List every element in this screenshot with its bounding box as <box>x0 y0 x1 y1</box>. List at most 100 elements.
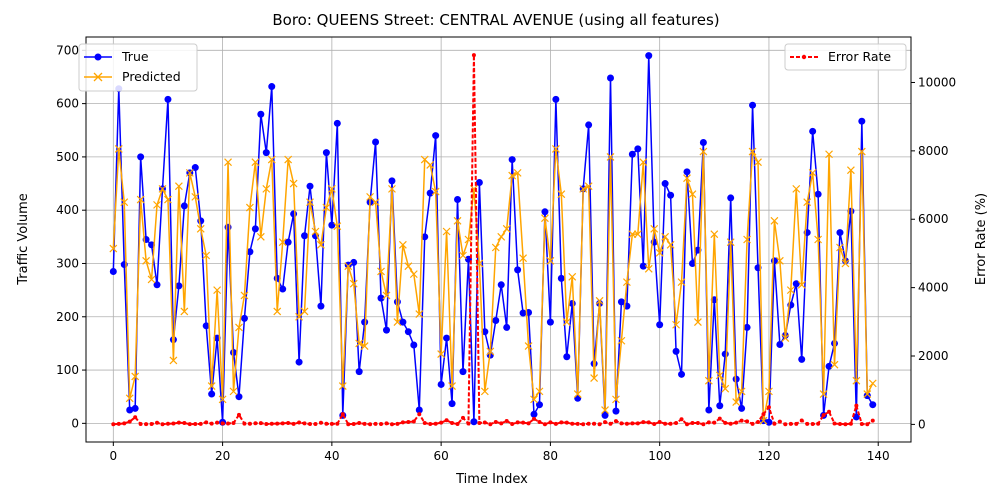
error-rate-point <box>165 421 170 426</box>
true-point <box>382 326 390 334</box>
predicted-point <box>409 270 418 279</box>
true-point <box>208 390 216 398</box>
predicted-point <box>562 318 571 327</box>
error-rate-point <box>379 421 384 426</box>
predicted-point <box>683 174 691 183</box>
y2-tick-label: 8000 <box>918 144 949 158</box>
error-rate-point <box>411 419 416 424</box>
error-rate-point <box>777 419 782 424</box>
error-rate-point <box>679 417 684 422</box>
predicted-point <box>743 235 752 244</box>
error-rate-point <box>389 422 394 427</box>
true-point <box>776 340 784 348</box>
predicted-point <box>251 158 260 167</box>
error-rate-point <box>504 418 509 423</box>
predicted-point <box>803 198 812 207</box>
true-point <box>164 95 172 103</box>
predicted-point <box>830 360 839 369</box>
true-point <box>470 418 478 426</box>
error-rate-point <box>433 421 438 426</box>
error-rate-point <box>521 420 526 425</box>
error-rate-point <box>865 422 870 427</box>
error-rate-point <box>532 416 537 421</box>
predicted-point <box>781 334 790 343</box>
predicted-point <box>754 158 762 167</box>
error-rate-point <box>138 421 143 426</box>
error-rate-point <box>816 421 821 426</box>
true-point <box>809 127 817 135</box>
predicted-point <box>765 387 773 396</box>
true-point <box>454 196 462 204</box>
true-point <box>688 259 696 267</box>
predicted-point <box>535 387 544 396</box>
predicted-point <box>726 238 735 247</box>
y2-axis-label: Error Rate (%) <box>974 193 989 285</box>
predicted-point <box>262 184 271 193</box>
predicted-point <box>639 158 648 167</box>
predicted-point <box>327 184 336 193</box>
predicted-point <box>825 150 833 159</box>
y-tick-label: 0 <box>71 416 79 430</box>
legend-right-box <box>784 43 907 71</box>
predicted-point <box>448 382 456 390</box>
predicted-point <box>388 184 396 193</box>
true-point <box>508 156 516 164</box>
true-point <box>279 285 287 293</box>
true-point <box>131 404 139 412</box>
y-tick-label: 300 <box>56 256 79 270</box>
error-rate-point <box>766 405 771 410</box>
error-rate-point <box>668 421 673 426</box>
predicted-point <box>142 256 151 265</box>
error-rate-point <box>701 422 706 427</box>
predicted-point <box>497 232 506 241</box>
error-rate-point <box>160 422 165 427</box>
error-rate-point <box>127 419 132 424</box>
legend-true-marker <box>94 53 102 61</box>
true-point <box>317 302 325 310</box>
true-point <box>175 282 183 290</box>
true-point <box>328 221 336 229</box>
predicted-point <box>415 310 424 319</box>
legend-left: True Predicted <box>78 43 198 92</box>
error-rate-point <box>570 421 575 426</box>
predicted-point <box>371 198 380 207</box>
predicted-point <box>322 203 331 212</box>
predicted-point <box>125 394 134 403</box>
x-tick-label: 20 <box>215 449 230 463</box>
true-point <box>503 323 511 331</box>
true-point <box>372 138 380 146</box>
true-point <box>306 182 314 190</box>
predicted-point <box>453 216 462 225</box>
true-point <box>295 358 303 366</box>
true-point <box>126 406 134 414</box>
error-rate-point <box>630 421 635 426</box>
true-point <box>426 189 434 197</box>
true-point <box>546 318 554 326</box>
predicted-point <box>191 192 200 201</box>
true-point <box>699 139 707 147</box>
predicted-point <box>382 291 391 300</box>
predicted-point <box>502 224 511 233</box>
predicted-point <box>612 395 620 404</box>
error-rate-point <box>723 420 728 425</box>
true-point <box>437 380 445 388</box>
true-point <box>246 248 254 256</box>
true-point <box>530 410 538 418</box>
error-rate-point <box>553 421 558 426</box>
predicted-point <box>207 382 216 390</box>
true-point <box>388 177 396 185</box>
error-rate-point <box>308 422 313 427</box>
predicted-point <box>300 307 309 316</box>
error-rate-point <box>176 420 181 425</box>
error-rate-point <box>859 422 864 427</box>
error-rate-point <box>144 422 149 427</box>
error-rate-point <box>340 412 345 417</box>
error-rate-point <box>335 421 340 426</box>
predicted-point <box>852 376 861 385</box>
true-point <box>743 323 751 331</box>
error-rate-point <box>827 409 832 414</box>
predicted-point <box>377 267 385 276</box>
predicted-point <box>841 259 850 268</box>
error-rate-point <box>870 418 875 423</box>
true-point <box>661 180 669 188</box>
